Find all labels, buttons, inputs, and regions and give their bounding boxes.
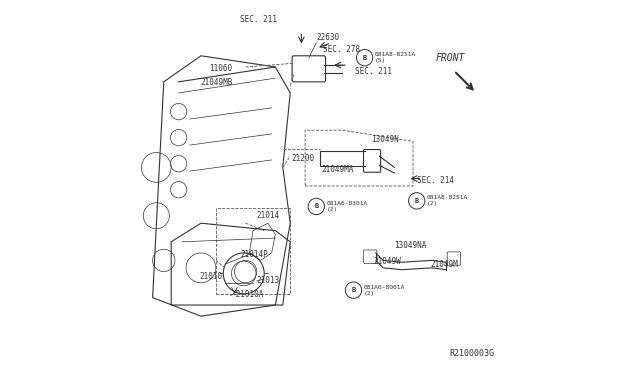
Text: 13049NA: 13049NA [394, 241, 427, 250]
Text: 21010: 21010 [199, 272, 222, 280]
Text: B: B [351, 287, 356, 293]
Text: 21014: 21014 [257, 211, 280, 219]
Text: FRONT: FRONT [435, 53, 465, 63]
Text: 21200: 21200 [292, 154, 315, 163]
Text: SEC. 214: SEC. 214 [417, 176, 454, 185]
Text: B: B [314, 203, 319, 209]
Text: 21049MB: 21049MB [200, 78, 232, 87]
Text: 21049M: 21049M [431, 260, 459, 269]
Text: 081A6-8301A
(2): 081A6-8301A (2) [326, 201, 367, 212]
Text: B: B [362, 55, 367, 61]
Text: SEC. 211: SEC. 211 [355, 67, 392, 76]
Text: 22630: 22630 [316, 33, 339, 42]
Text: 21013: 21013 [256, 276, 279, 285]
Text: 081A8-8251A
(5): 081A8-8251A (5) [374, 52, 416, 63]
Text: 21014P: 21014P [240, 250, 268, 259]
Text: 13049N: 13049N [371, 135, 399, 144]
Text: R2100003G: R2100003G [450, 349, 495, 358]
Text: 21049W: 21049W [373, 257, 401, 266]
Text: 081A6-8001A
(2): 081A6-8001A (2) [364, 285, 404, 296]
Text: B: B [415, 198, 419, 204]
Text: SEC. 278: SEC. 278 [323, 45, 360, 54]
Text: -21010A: -21010A [232, 291, 264, 299]
Text: 081A8-8251A
(2): 081A8-8251A (2) [427, 195, 468, 206]
Text: SEC. 211: SEC. 211 [240, 15, 277, 24]
Text: 11060: 11060 [209, 64, 232, 73]
Text: 21049MA: 21049MA [322, 165, 354, 174]
